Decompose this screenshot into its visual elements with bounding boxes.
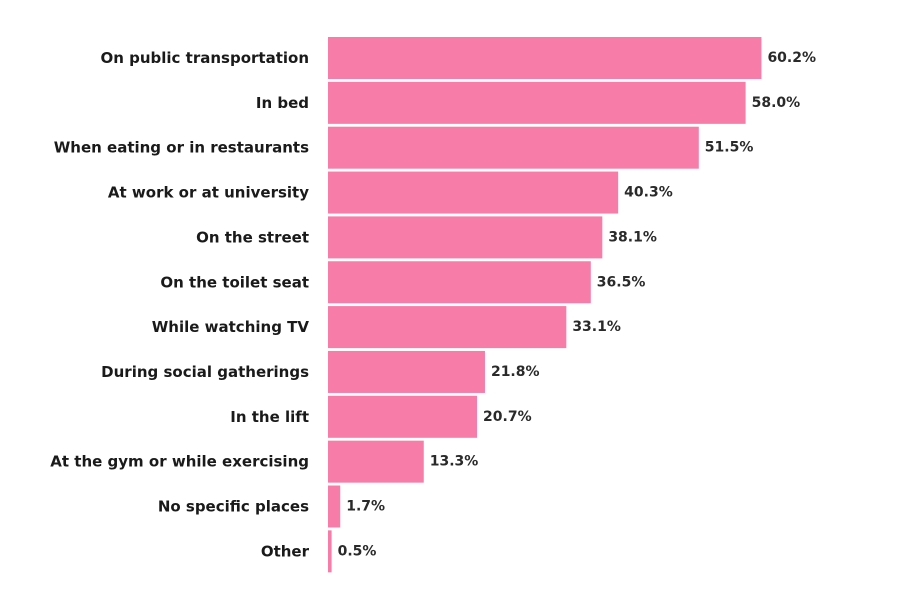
category-label-on-the-toilet-seat: On the toilet seat	[160, 273, 309, 291]
bar-at-work-or-at-university	[328, 171, 619, 214]
bars-group	[328, 37, 762, 573]
bar-in-bed	[328, 81, 746, 124]
value-label-at-work-or-at-university: 40.3%	[624, 185, 673, 201]
category-label-during-social-gatherings: During social gatherings	[101, 363, 309, 381]
category-label-on-the-street: On the street	[196, 228, 309, 246]
value-labels-group: 60.2% 58.0% 51.5% 40.3% 38.1% 36.5% 33.1% 21.8%…	[338, 50, 816, 559]
bar-when-eating-or-in-restaurants	[328, 126, 699, 169]
value-label-during-social-gatherings: 21.8%	[491, 364, 540, 380]
bar-other	[328, 530, 332, 573]
value-label-in-the-lift: 20.7%	[483, 409, 532, 425]
category-labels-group: On public transportation In bed When eatin…	[50, 49, 309, 560]
value-label-on-the-toilet-seat: 36.5%	[597, 274, 646, 290]
bar-during-social-gatherings	[328, 350, 485, 393]
category-label-at-work-or-at-university: At work or at university	[108, 184, 309, 202]
value-label-while-watching-tv: 33.1%	[572, 319, 621, 335]
bar-no-specific-places	[328, 485, 341, 528]
category-label-at-the-gym-or-while-exercising: At the gym or while exercising	[50, 453, 309, 471]
bar-at-the-gym-or-while-exercising	[328, 440, 424, 483]
value-label-other: 0.5%	[338, 543, 377, 559]
bar-on-public-transportation	[328, 37, 762, 79]
value-label-on-the-street: 38.1%	[608, 229, 657, 245]
category-label-while-watching-tv: While watching TV	[152, 318, 310, 336]
category-label-in-the-lift: In the lift	[230, 408, 309, 426]
value-label-in-bed: 58.0%	[752, 95, 801, 111]
category-label-other: Other	[261, 542, 310, 560]
bar-on-the-street	[328, 216, 603, 259]
value-label-when-eating-or-in-restaurants: 51.5%	[705, 140, 754, 156]
value-label-at-the-gym-or-while-exercising: 13.3%	[430, 454, 479, 470]
value-label-no-specific-places: 1.7%	[346, 499, 385, 515]
category-label-on-public-transportation: On public transportation	[100, 49, 309, 67]
bar-while-watching-tv	[328, 306, 567, 349]
bar-in-the-lift	[328, 395, 478, 438]
category-label-no-specific-places: No specific places	[158, 498, 309, 516]
bar-on-the-toilet-seat	[328, 261, 591, 304]
category-label-when-eating-or-in-restaurants: When eating or in restaurants	[54, 139, 309, 157]
value-label-on-public-transportation: 60.2%	[767, 50, 816, 66]
category-label-in-bed: In bed	[256, 94, 309, 112]
